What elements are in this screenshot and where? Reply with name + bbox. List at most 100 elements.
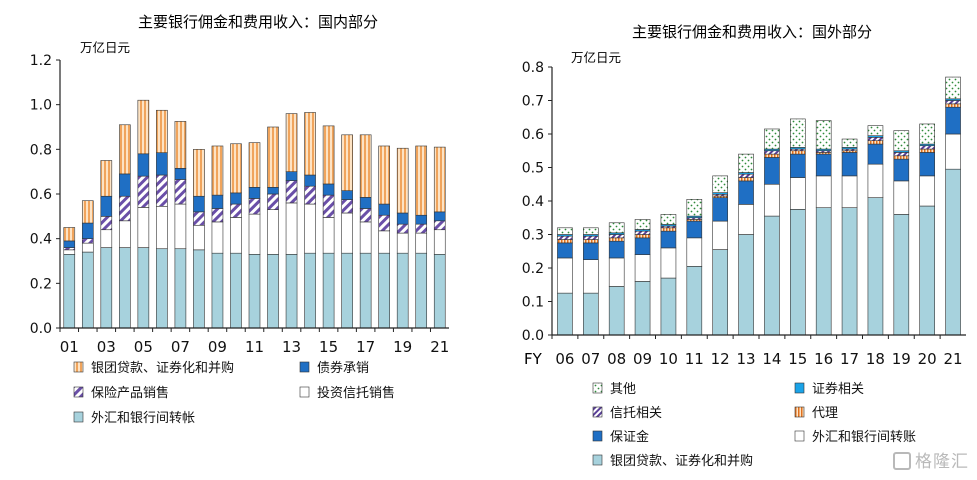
bar-segment-series-2-04 — [119, 195, 131, 222]
bar-segment-series-1-04 — [119, 220, 131, 248]
bar-segment-series-1-14 — [764, 183, 780, 217]
x-tick-label: 21 — [944, 350, 963, 368]
bar-segment-series-3-14 — [304, 174, 316, 187]
bar-segment-series-3-19 — [893, 155, 910, 160]
bar-segment-series-0-07 — [583, 292, 599, 336]
bar-segment-series-3-15 — [322, 183, 335, 196]
bar-segment-series-2-15 — [322, 194, 335, 218]
bar-segment-series-4-12 — [267, 126, 279, 188]
bar-segment-series-6-14 — [764, 128, 780, 150]
bar-segment-series-4-07 — [174, 121, 187, 169]
x-tick-label: 09 — [208, 338, 227, 356]
x-tick-label: 21 — [430, 338, 449, 356]
bar-segment-series-0-09 — [211, 252, 224, 329]
bar-segment-series-1-03 — [100, 229, 113, 248]
bar-segment-series-4-09 — [634, 230, 651, 235]
bar-segment-series-4-11 — [248, 142, 261, 188]
bar-segment-series-6-20 — [919, 123, 935, 145]
bar-segment-series-0-19 — [893, 214, 910, 336]
x-tick-label: 12 — [711, 350, 730, 368]
bar-segment-series-3-20 — [415, 214, 428, 225]
bar-segment-series-2-02 — [81, 238, 94, 244]
bar-segment-series-3-13 — [738, 177, 754, 182]
bar-segment-series-4-20 — [415, 145, 428, 216]
bar-segment-series-1-11 — [248, 213, 261, 255]
bar-segment-series-3-13 — [285, 171, 298, 181]
bar-segment-series-3-04 — [119, 173, 131, 197]
bar-segment-series-3-02 — [81, 222, 94, 239]
bar-segment-series-0-16 — [341, 252, 353, 329]
x-tick-label: 17 — [840, 350, 859, 368]
bar-segment-series-1-11 — [686, 237, 703, 267]
bar-segment-series-0-12 — [712, 249, 728, 336]
x-tick-label: 10 — [659, 350, 678, 368]
bar-segment-series-4-13 — [738, 173, 754, 178]
legend-label: 外汇和银行间转账 — [812, 430, 916, 445]
bar-segment-series-4-08 — [193, 149, 205, 197]
bar-segment-series-4-19 — [396, 147, 409, 214]
bar-segment-series-1-08 — [608, 257, 625, 287]
bar-segment-series-2-13 — [285, 180, 298, 204]
bar-segment-series-2-20 — [919, 152, 935, 177]
bar-segment-series-4-14 — [304, 112, 316, 176]
bar-segment-series-3-12 — [267, 187, 279, 195]
bar-segment-series-3-21 — [945, 103, 961, 108]
bar-segment-series-2-14 — [304, 185, 316, 205]
x-tick-label: 07 — [171, 338, 190, 356]
bar-segment-series-0-14 — [304, 252, 316, 329]
bar-segment-series-2-06 — [156, 174, 168, 207]
legend-swatch — [592, 430, 603, 442]
bar-segment-series-0-05 — [137, 247, 150, 329]
bar-segment-series-0-21 — [945, 168, 961, 336]
legend-swatch — [299, 361, 310, 373]
y-tick-label: 1.0 — [30, 98, 52, 114]
bar-segment-series-6-15 — [790, 118, 806, 148]
bar-segment-series-4-20 — [919, 145, 935, 150]
bar-segment-series-2-08 — [608, 240, 625, 259]
legend-label: 银团贷款、证券化和并购 — [610, 453, 753, 469]
x-tick-label: 05 — [134, 338, 153, 356]
bar-segment-series-1-18 — [867, 163, 884, 198]
bar-segment-series-0-13 — [285, 254, 298, 329]
bar-segment-series-4-08 — [608, 234, 625, 239]
y-tick-label: 0.2 — [522, 261, 544, 277]
bar-segment-series-3-07 — [583, 239, 599, 244]
bar-segment-series-1-01 — [63, 249, 76, 255]
legend-swatch — [73, 386, 84, 398]
bar-segment-series-0-18 — [378, 252, 390, 329]
bar-segment-series-0-03 — [100, 247, 113, 329]
bar-segment-series-1-17 — [841, 175, 858, 209]
bar-segment-series-2-13 — [738, 180, 754, 205]
bar-segment-series-0-13 — [738, 234, 754, 336]
bar-segment-series-1-02 — [81, 242, 94, 253]
bar-segment-series-2-09 — [211, 208, 224, 223]
bar-segment-series-1-10 — [660, 247, 677, 279]
bar-segment-series-1-21 — [433, 229, 446, 255]
bar-segment-series-3-18 — [378, 203, 390, 216]
chart-title: 主要银行佣金和费用收入：国内部分 — [138, 13, 378, 31]
y-axis-ticks: 0.0 0.1 0.2 0.3 0.4 0.5 0.6 0.7 0.8 — [522, 60, 552, 344]
bar-segment-series-2-21 — [433, 220, 446, 231]
bar-segment-series-1-16 — [341, 212, 353, 254]
bar-segment-series-2-11 — [686, 220, 703, 239]
bar-segment-series-0-16 — [815, 207, 832, 336]
legend-label: 证券相关 — [812, 381, 864, 397]
bar-segment-series-6-11 — [686, 199, 703, 217]
bar-segment-series-4-06 — [156, 109, 168, 153]
bar-segment-series-1-08 — [193, 224, 205, 251]
bar-segment-series-1-12 — [712, 220, 728, 250]
bar-segment-series-3-17 — [359, 197, 372, 209]
bar-segment-series-4-21 — [945, 100, 961, 105]
y-tick-label: 0.0 — [30, 321, 52, 337]
bar-segment-series-1-07 — [174, 203, 187, 250]
bar-segment-series-4-13 — [285, 113, 298, 172]
bar-segment-series-1-20 — [415, 232, 428, 254]
bar-segment-series-0-08 — [608, 286, 625, 336]
bar-segment-series-2-08 — [193, 211, 205, 226]
bar-segment-series-2-09 — [634, 237, 651, 255]
bar-segment-series-2-10 — [230, 203, 242, 218]
bar-segment-series-1-16 — [815, 175, 832, 209]
bar-segment-series-6-19 — [893, 130, 910, 152]
bars — [557, 76, 961, 336]
bar-segment-series-1-21 — [945, 133, 961, 170]
